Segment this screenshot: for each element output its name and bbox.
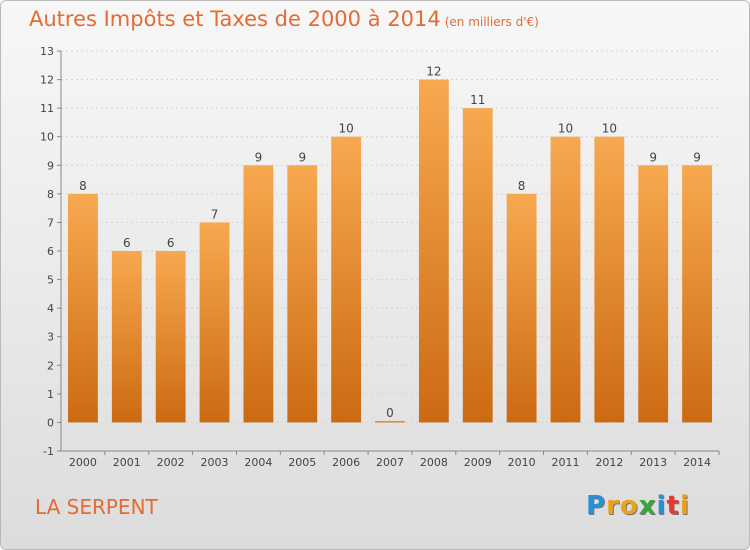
- bar-2007: [375, 420, 405, 423]
- axes: [57, 50, 720, 455]
- bar-2002: [155, 251, 186, 423]
- y-tick-label: 8: [47, 188, 54, 201]
- x-tick-label-2004: 2004: [244, 456, 272, 469]
- data-label-2004: 9: [255, 150, 263, 164]
- chart-unit: (en milliers d'€): [444, 15, 539, 29]
- y-tick-label: 6: [47, 245, 54, 258]
- y-tick-label: 4: [47, 302, 54, 315]
- y-tick-label: 9: [47, 159, 54, 172]
- bar-2012: [594, 136, 625, 423]
- x-tick-label-2007: 2007: [376, 456, 404, 469]
- bar-2001: [111, 251, 142, 423]
- bar-2011: [550, 136, 581, 423]
- data-label-2008: 12: [426, 65, 441, 79]
- logo-letter: o: [619, 491, 639, 521]
- logo-letter: x: [638, 491, 657, 521]
- y-tick-label: 5: [47, 274, 54, 287]
- x-tick-label-2002: 2002: [157, 456, 185, 469]
- bar-2010: [506, 193, 537, 423]
- data-label-2012: 10: [602, 122, 617, 136]
- bar-2003: [199, 222, 230, 423]
- bar-2005: [287, 165, 318, 423]
- bars: [68, 79, 712, 423]
- data-label-2013: 9: [649, 150, 657, 164]
- logo-letter: i: [679, 491, 690, 521]
- bar-2006: [331, 136, 362, 423]
- y-tick-label: -1: [43, 445, 54, 458]
- x-tick-label-2005: 2005: [288, 456, 316, 469]
- x-tick-label-2009: 2009: [464, 456, 492, 469]
- bar-2014: [682, 165, 712, 423]
- data-label-2010: 8: [518, 179, 526, 193]
- y-tick-label: 1: [47, 388, 54, 401]
- bar-2013: [638, 165, 669, 423]
- data-label-2009: 11: [470, 93, 485, 107]
- chart-title: Autres Impôts et Taxes de 2000 à 2014 (en…: [29, 7, 539, 31]
- data-label-2001: 6: [123, 236, 131, 250]
- place-name: LA SERPENT: [35, 495, 158, 519]
- y-tick-label: 10: [40, 131, 54, 144]
- bar-2004: [243, 165, 274, 423]
- data-label-2011: 10: [558, 122, 573, 136]
- data-label-2000: 8: [79, 179, 87, 193]
- bar-2009: [462, 108, 493, 423]
- bar-2008: [418, 79, 449, 423]
- data-label-2006: 10: [338, 122, 353, 136]
- logo-letter: t: [666, 491, 680, 521]
- x-tick-label-2013: 2013: [639, 456, 667, 469]
- x-tick-label-2000: 2000: [69, 456, 97, 469]
- logo-letter: i: [656, 491, 667, 521]
- x-tick-label-2012: 2012: [595, 456, 623, 469]
- data-label-2002: 6: [167, 236, 175, 250]
- data-label-2014: 9: [693, 150, 701, 164]
- data-label-2005: 9: [298, 150, 306, 164]
- x-tick-label-2006: 2006: [332, 456, 360, 469]
- data-labels: 8 6 6 7 9 9 10 0 12 11 8 10 10 9 9: [79, 65, 701, 420]
- proxiti-logo: Proxiti: [586, 491, 690, 521]
- x-tick-label-2001: 2001: [113, 456, 141, 469]
- logo-letter: P: [586, 491, 607, 521]
- y-tick-label: 7: [47, 216, 54, 229]
- bar-2000: [68, 193, 98, 423]
- y-tick-label: 3: [47, 331, 54, 344]
- x-tick-label-2008: 2008: [420, 456, 448, 469]
- y-tick-label: 2: [47, 359, 54, 372]
- x-tick-label-2014: 2014: [683, 456, 711, 469]
- y-tick-label: 13: [40, 45, 54, 58]
- x-tick-label-2010: 2010: [508, 456, 536, 469]
- y-tick-label: 12: [40, 74, 54, 87]
- y-tick-label: 11: [40, 102, 54, 115]
- logo-letter: r: [606, 491, 620, 521]
- y-tick-label: 0: [47, 416, 54, 429]
- chart-title-text: Autres Impôts et Taxes de 2000 à 2014: [29, 7, 441, 31]
- data-label-2003: 7: [211, 207, 219, 221]
- data-label-2007: 0: [386, 406, 394, 420]
- x-tick-label-2003: 2003: [201, 456, 229, 469]
- x-tick-label-2011: 2011: [551, 456, 579, 469]
